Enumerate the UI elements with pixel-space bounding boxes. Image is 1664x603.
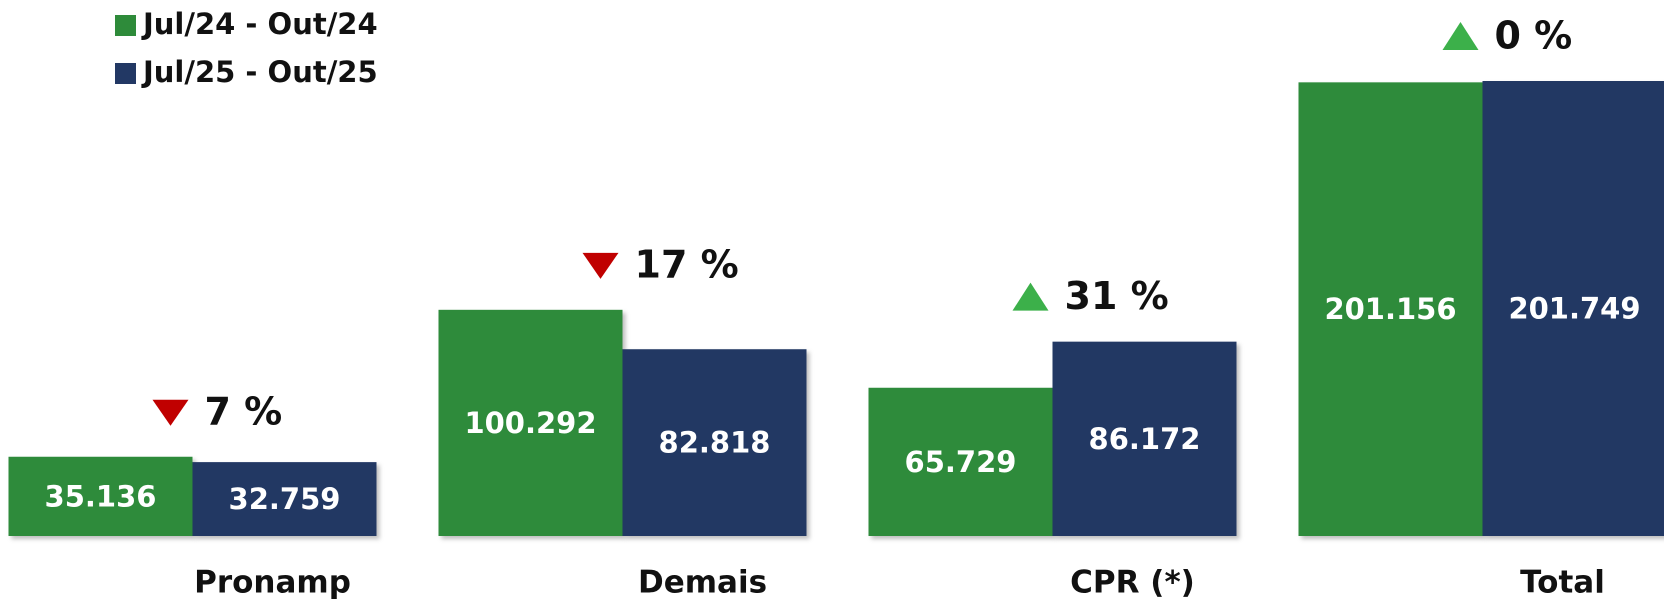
value-label: 32.759 [229, 482, 341, 516]
legend-label: Jul/25 - Out/25 [141, 55, 378, 89]
value-label: 35.136 [45, 479, 157, 513]
category-label: Total [1520, 565, 1605, 601]
change-label: 7 % [205, 389, 283, 433]
value-label: 100.292 [464, 406, 596, 440]
value-label: 82.818 [659, 426, 771, 460]
bar [192, 462, 377, 536]
change-arrow [1442, 22, 1479, 50]
bar [8, 456, 193, 536]
bar [1052, 341, 1237, 536]
value-label: 201.749 [1508, 292, 1640, 326]
bar [1482, 81, 1664, 536]
value-label: 201.156 [1324, 292, 1456, 326]
legend-swatch [115, 63, 136, 84]
category-label: CPR (*) [1070, 565, 1195, 601]
change-arrow [1012, 282, 1049, 311]
bar [1298, 82, 1483, 537]
change-arrow [582, 252, 619, 279]
bar [622, 349, 807, 536]
legend-label: Jul/24 - Out/24 [141, 7, 378, 41]
change-label: 17 % [635, 242, 739, 286]
legend-swatch [115, 15, 136, 36]
category-label: Demais [638, 565, 767, 601]
bar [868, 387, 1053, 536]
value-label: 65.729 [905, 445, 1017, 479]
change-label: 0 % [1495, 14, 1573, 58]
value-label: 86.172 [1089, 422, 1201, 456]
bar [438, 309, 623, 536]
change-arrow [152, 399, 189, 426]
category-label: Pronamp [194, 565, 351, 601]
change-label: 31 % [1065, 274, 1169, 318]
